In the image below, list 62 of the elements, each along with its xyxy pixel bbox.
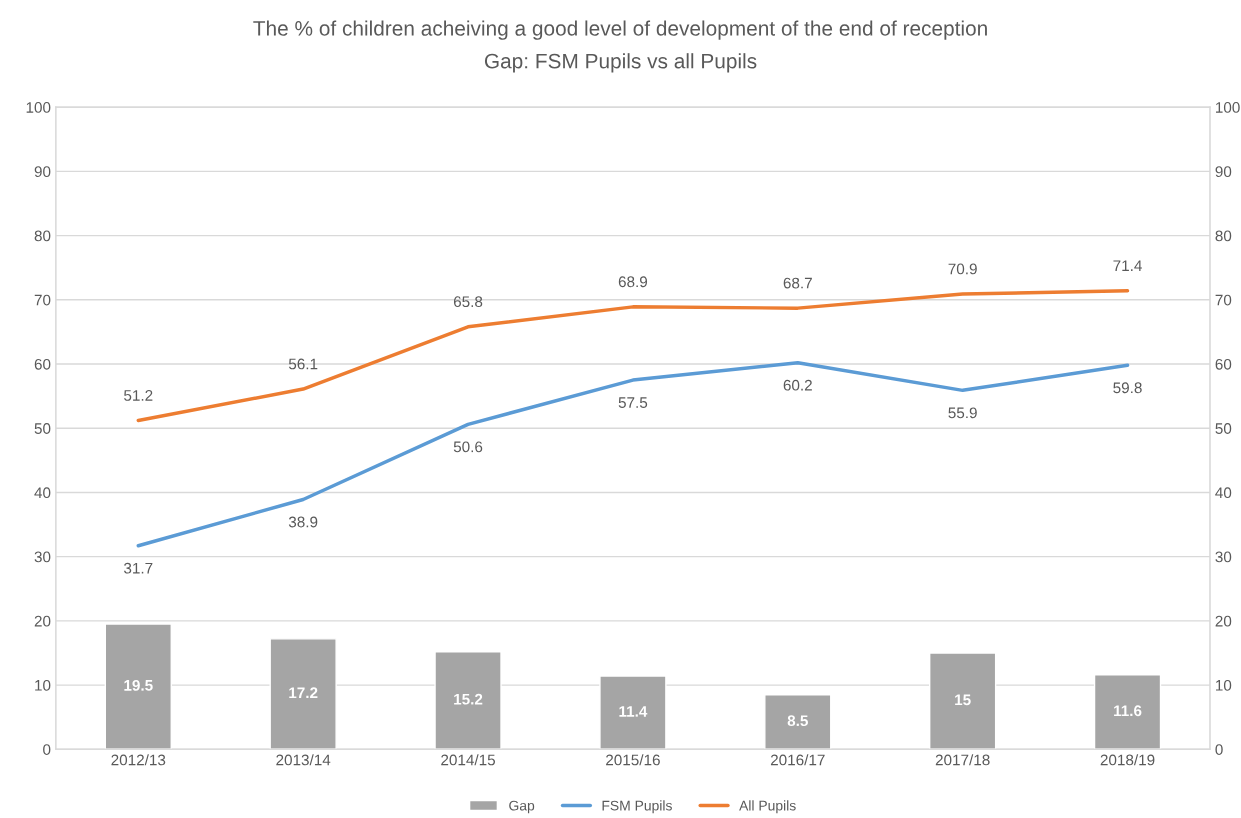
y2-tick-label: 70 (1215, 294, 1232, 306)
y2-tick-label: 0 (1215, 744, 1223, 755)
data-label: 11.4 (619, 706, 648, 717)
legend-label: Gap (509, 800, 535, 814)
data-label: 65.8 (453, 296, 483, 308)
y2-tick-label: 60 (1215, 358, 1232, 370)
data-label: 71.4 (1113, 260, 1142, 271)
y-tick-label: 40 (34, 487, 51, 499)
data-label: 55.9 (948, 407, 977, 419)
y2-tick-label: 30 (1215, 551, 1232, 563)
y-tick-label: 60 (34, 358, 51, 370)
data-label: 15.2 (454, 693, 483, 705)
y-tick-label: 70 (34, 294, 51, 306)
chart-subtitle: Gap: FSM Pupils vs all Pupils (484, 53, 757, 73)
y-tick-label: 10 (35, 679, 51, 691)
x-tick-label: 2012/13 (111, 754, 166, 766)
y-tick-label: 30 (34, 551, 51, 563)
x-tick-label: 2014/15 (441, 754, 496, 766)
y-tick-label: 100 (26, 102, 51, 113)
bar (104, 623, 172, 750)
y2-tick-label: 10 (1216, 679, 1232, 691)
y-tick-label: 80 (34, 230, 51, 242)
data-label: 57.5 (618, 397, 648, 408)
y-tick-label: 50 (34, 423, 51, 434)
data-label: 19.5 (124, 679, 153, 691)
data-label: 59.8 (1113, 382, 1142, 394)
data-label: 8.5 (787, 715, 808, 727)
data-label: 11.6 (1114, 705, 1142, 717)
y2-tick-label: 40 (1215, 487, 1232, 499)
bar (928, 652, 997, 750)
y-tick-label: 20 (34, 615, 51, 627)
data-label: 56.1 (288, 358, 318, 370)
data-label: 68.9 (618, 276, 648, 288)
chart-title: The % of children acheiving a good level of development of the end of reception (253, 20, 987, 40)
x-tick-label: 2017/18 (935, 754, 990, 766)
legend-label: FSM Pupils (602, 800, 672, 814)
y2-tick-label: 80 (1215, 230, 1232, 242)
data-label: 15 (955, 694, 971, 706)
data-label: 60.2 (783, 379, 812, 391)
x-tick-label: 2015/16 (606, 754, 660, 766)
x-tick-label: 2013/14 (276, 754, 331, 766)
y2-tick-label: 50 (1215, 423, 1232, 434)
bar (764, 694, 832, 750)
x-tick-label: 2018/19 (1100, 754, 1155, 766)
data-label: 17.2 (289, 687, 318, 699)
data-label: 51.2 (124, 390, 153, 401)
x-tick-label: 2016/17 (770, 754, 825, 766)
y-tick-label: 90 (34, 166, 51, 178)
bar (599, 675, 667, 750)
legend-label: All Pupils (739, 800, 796, 814)
bar (434, 650, 502, 750)
y2-tick-label: 90 (1215, 166, 1232, 178)
data-label: 38.9 (288, 516, 318, 528)
data-label: 68.7 (783, 277, 812, 289)
y-tick-label: 0 (43, 744, 51, 755)
bar (269, 638, 337, 750)
bar (1093, 674, 1162, 750)
data-label: 31.7 (124, 562, 153, 574)
y2-tick-label: 100 (1216, 102, 1240, 113)
y2-tick-label: 20 (1215, 615, 1232, 627)
data-label: 50.6 (453, 441, 483, 453)
data-label: 70.9 (948, 263, 977, 275)
